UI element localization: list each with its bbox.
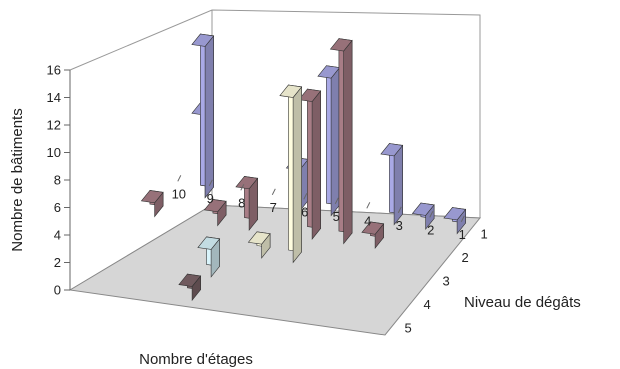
bar-top-face (178, 273, 202, 287)
bar-side-face (311, 90, 321, 240)
bar (279, 84, 303, 264)
bar (191, 33, 215, 199)
x-tick-mark (429, 211, 434, 218)
z-axis-ticks: 0 2 4 6 8 10 12 14 16 (47, 63, 61, 298)
bar (247, 231, 271, 259)
z-tick: 8 (54, 173, 61, 188)
bar-side-face (330, 66, 340, 217)
bar-top-face (247, 231, 271, 245)
y-tick: 1 (481, 227, 488, 242)
bar (178, 273, 202, 302)
z-tick: 4 (54, 228, 61, 243)
chart-planes (68, 9, 482, 336)
bar (140, 190, 164, 218)
x-tick: 2 (427, 222, 434, 237)
bar-top-face (191, 33, 215, 47)
x-axis-ticks: 10 9 8 7 6 5 4 3 2 1 (172, 186, 466, 242)
bar (361, 221, 385, 249)
y-axis-ticks: 1 2 3 4 5 (405, 227, 488, 336)
z-tick: 12 (47, 118, 61, 133)
x-tick: 4 (364, 213, 371, 228)
x-tick: 1 (459, 227, 466, 242)
y-tick: 2 (462, 250, 469, 265)
bar-top-face (361, 221, 385, 235)
bar-top-face (317, 65, 341, 79)
bar (298, 88, 322, 240)
x-tick: 3 (396, 218, 403, 233)
x-tick-mark (271, 188, 276, 196)
bar (380, 143, 404, 226)
x-tick: 10 (172, 186, 186, 201)
x-axis-label: Nombre d'étages (139, 351, 253, 368)
bar (235, 176, 259, 231)
z-tick: 10 (47, 145, 61, 160)
y-axis-label: Niveau de dégâts (464, 294, 581, 311)
x-tick-mark (397, 206, 402, 214)
y-tick: 3 (443, 274, 450, 289)
x-tick-mark (208, 179, 213, 187)
bar-top-face (235, 176, 259, 190)
bar-top-face (140, 190, 164, 204)
z-axis-tick-marks (64, 69, 70, 291)
y-tick: 4 (424, 297, 431, 312)
z-tick: 14 (47, 90, 61, 105)
bar-top-face (380, 143, 404, 157)
bar-top-face (197, 236, 221, 250)
bar (317, 65, 341, 217)
x-tick-mark (177, 175, 182, 182)
y-tick: 5 (405, 320, 412, 335)
x-tick: 5 (333, 209, 340, 224)
x-tick: 8 (238, 195, 245, 210)
z-tick: 6 (54, 200, 61, 215)
z-axis-label: Nombre de bâtiments (9, 108, 26, 251)
bar (197, 236, 221, 278)
x-tick-mark (366, 202, 371, 209)
bar-top-face (279, 84, 303, 98)
bar-top-face (203, 199, 227, 213)
z-tick: 16 (47, 63, 61, 78)
x-tick-mark (240, 184, 245, 191)
bar-top-face (411, 202, 435, 216)
bar-side-face (343, 39, 353, 245)
x-tick-mark (334, 197, 339, 205)
z-tick: 0 (54, 283, 61, 298)
x-tick: 9 (207, 191, 214, 206)
x-tick-mark (303, 193, 308, 200)
z-tick: 2 (54, 255, 61, 270)
floor-plane (68, 204, 482, 336)
bar (203, 199, 227, 227)
x-tick: 7 (270, 200, 277, 215)
bar (329, 38, 353, 245)
bar-side-face (292, 86, 302, 264)
bar-top-face (329, 38, 353, 52)
x-tick-mark (460, 215, 465, 223)
x-axis-tick-marks (177, 175, 465, 223)
x-tick: 6 (301, 204, 308, 219)
bar-top-face (443, 207, 467, 221)
bar-side-face (204, 35, 214, 199)
chart-bars (140, 33, 467, 302)
